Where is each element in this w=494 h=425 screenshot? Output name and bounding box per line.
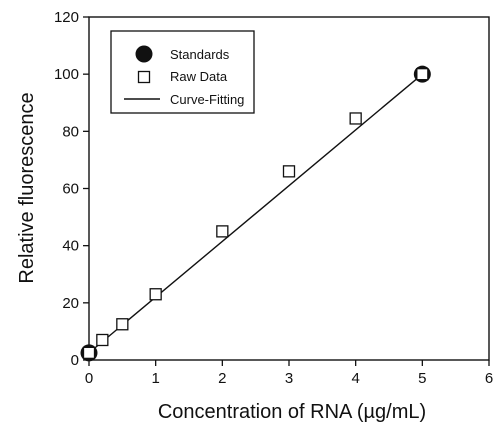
y-tick-label: 80 (62, 123, 79, 140)
legend-standards-label: Standards (170, 47, 230, 62)
y-tick-label: 0 (71, 352, 79, 369)
x-tick-label: 0 (85, 370, 93, 387)
raw-data-point (416, 68, 429, 81)
raw-data-point (282, 165, 296, 178)
raw-data-point (96, 333, 109, 347)
raw-data-point (349, 112, 362, 125)
legend-raw-data-label: Raw Data (170, 69, 228, 84)
x-tick-label: 4 (351, 370, 359, 387)
raw-data-point (82, 346, 96, 360)
raw-data-point (116, 318, 129, 331)
data-points (80, 65, 431, 362)
y-axis-title: Relative fluorescence (16, 92, 38, 283)
y-tick-label: 60 (62, 181, 79, 198)
legend-curve-fitting-label: Curve-Fitting (170, 92, 244, 107)
legend-raw-data-marker (137, 70, 151, 84)
raw-data-point (149, 288, 162, 301)
x-tick-label: 2 (218, 370, 226, 387)
x-axis-title: Concentration of RNA (µg/mL) (158, 401, 426, 423)
x-tick-label: 3 (285, 370, 293, 387)
y-tick-label: 40 (62, 238, 79, 255)
y-tick-label: 20 (62, 295, 79, 312)
y-tick-label: 100 (54, 66, 79, 83)
y-tick-label: 120 (54, 9, 79, 26)
legend: Standards Raw Data Curve-Fitting (110, 30, 255, 114)
curve-fitting-line (88, 73, 423, 354)
raw-data-point (216, 225, 229, 238)
x-tick-label: 5 (418, 370, 426, 387)
fit-line-group (88, 73, 423, 354)
legend-standards-marker (135, 45, 153, 63)
x-tick-label: 1 (151, 370, 159, 387)
x-tick-label: 6 (485, 370, 493, 387)
